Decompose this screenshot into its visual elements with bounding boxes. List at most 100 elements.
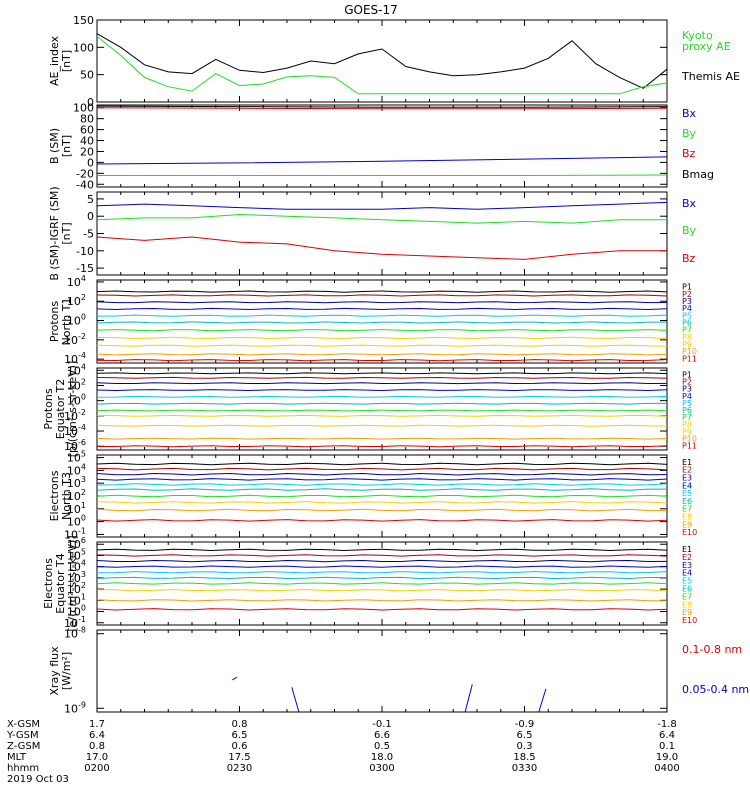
series-line-p6: [96, 321, 667, 324]
y-tick-label: 10-4: [64, 423, 86, 438]
legend-entry: E4: [682, 569, 692, 578]
series-line-p2: [96, 294, 668, 297]
y-tick-label: -40: [76, 178, 94, 191]
series-line-bz: [96, 107, 668, 110]
y-tick-label: 102: [67, 377, 86, 392]
y-tick-label: -10: [76, 245, 94, 258]
series-line-p10: [96, 437, 668, 440]
footer-value: -0.9: [515, 719, 535, 730]
legend-entry: P6: [682, 319, 692, 328]
footer-value: 1.7: [89, 719, 105, 730]
legend-entry: By: [682, 127, 697, 140]
legend-entry: P2: [682, 378, 692, 387]
y-axis-label: North T3: [60, 472, 73, 520]
footer-value: 0230: [227, 763, 252, 774]
series-line-bx: [96, 156, 668, 165]
y-axis-label: Protons: [48, 301, 61, 342]
series-line-p11: [97, 445, 668, 448]
footer-value: 6.5: [232, 730, 248, 741]
footer-value: 0400: [654, 763, 679, 774]
series-line-e6: [96, 488, 667, 491]
y-axis-label: Equator T4: [54, 553, 67, 613]
series-line-p4: [96, 389, 668, 392]
y-tick-label: 102: [67, 293, 86, 308]
footer-value: 6.6: [374, 730, 390, 741]
series-line-e8: [97, 589, 668, 592]
y-tick-label: 100: [73, 41, 94, 54]
legend-entry: P4: [682, 392, 692, 401]
series-line-e8: [96, 501, 668, 504]
series-line-p5: [96, 314, 668, 317]
series-line-e4: [96, 478, 668, 481]
legend-entry: E2: [682, 553, 692, 562]
series-line-e5: [96, 571, 668, 574]
panel-frame: [96, 629, 668, 713]
legend-entry: P9: [682, 427, 692, 436]
legend-entry: Kyoto: [682, 29, 713, 42]
series-line-p8: [96, 336, 668, 340]
legend-entry: E1: [682, 545, 692, 554]
y-tick-label: 104: [67, 559, 86, 574]
series-line-bz: [96, 236, 667, 260]
footer-value: -0.1: [372, 719, 392, 730]
legend-entry: E3: [682, 561, 692, 570]
footer-label: hhmm: [7, 763, 39, 774]
y-tick-label: 103: [67, 570, 86, 585]
y-axis-label: [nT]: [60, 135, 73, 157]
legend-entry: P7: [682, 326, 692, 335]
y-axis-label: [p/(cm²-s-sr-keV)]: [66, 361, 79, 458]
y-tick-label: 0: [87, 156, 94, 169]
y-tick-label: 100: [67, 393, 86, 408]
series-line-bmag: [96, 105, 668, 108]
footer-value: 0.8: [89, 741, 105, 752]
y-tick-label: 100: [67, 604, 86, 619]
footer-value: 0.3: [517, 741, 533, 752]
legend-entry: E4: [682, 481, 692, 490]
footer-value: 18.5: [513, 752, 535, 763]
legend-entry: E9: [682, 608, 692, 617]
series-line-themis-ae: [96, 33, 668, 89]
series-line-p4: [96, 307, 668, 311]
series-line-e6: [96, 576, 667, 580]
legend-entry: E5: [682, 577, 692, 586]
footer-value: 6.5: [517, 730, 533, 741]
legend-entry: E10: [682, 528, 697, 537]
series-line-p9: [96, 424, 668, 427]
footer-label: X-GSM: [7, 719, 40, 730]
legend-entry: P6: [682, 406, 692, 415]
series-line-by: [96, 213, 667, 224]
legend-entry: E8: [682, 513, 692, 522]
series-line-p7: [96, 409, 668, 412]
legend-entry: P5: [682, 399, 692, 408]
y-tick-label: -5: [83, 228, 94, 241]
legend-entry: P11: [682, 354, 697, 363]
legend-entry: Bx: [682, 107, 697, 120]
legend-entry: Themis AE: [681, 70, 740, 83]
legend-entry: P8: [682, 420, 692, 429]
series-line-e7: [96, 494, 668, 498]
legend-entry: P2: [682, 290, 692, 299]
series-line-p1: [96, 372, 668, 375]
y-tick-label: 20: [80, 145, 94, 158]
footer-value: 17.5: [228, 752, 250, 763]
legend-entry: 0.1-0.8 nm: [682, 643, 742, 656]
series-line-p10: [96, 353, 668, 356]
legend-entry: By: [682, 224, 697, 237]
footer-value: 0.6: [232, 741, 248, 752]
series-line-p3: [96, 301, 668, 304]
y-tick-label: 10-9: [64, 700, 86, 715]
y-axis-label: AE_index: [48, 35, 61, 86]
legend-entry: E7: [682, 505, 692, 514]
series-line-e7: [96, 582, 668, 585]
panel-frame: [96, 279, 668, 364]
series-line-e4: [96, 565, 668, 568]
y-axis-label: B (SM)-IGRF (SM): [48, 186, 61, 280]
series-line-e10: [96, 519, 668, 522]
y-tick-label: 100: [73, 102, 94, 115]
legend-entry: P4: [682, 304, 692, 313]
footer-value: -1.8: [657, 719, 677, 730]
y-axis-label: B (SM): [48, 128, 61, 164]
y-tick-label: 100: [67, 514, 86, 529]
series-line-bx: [96, 201, 668, 210]
